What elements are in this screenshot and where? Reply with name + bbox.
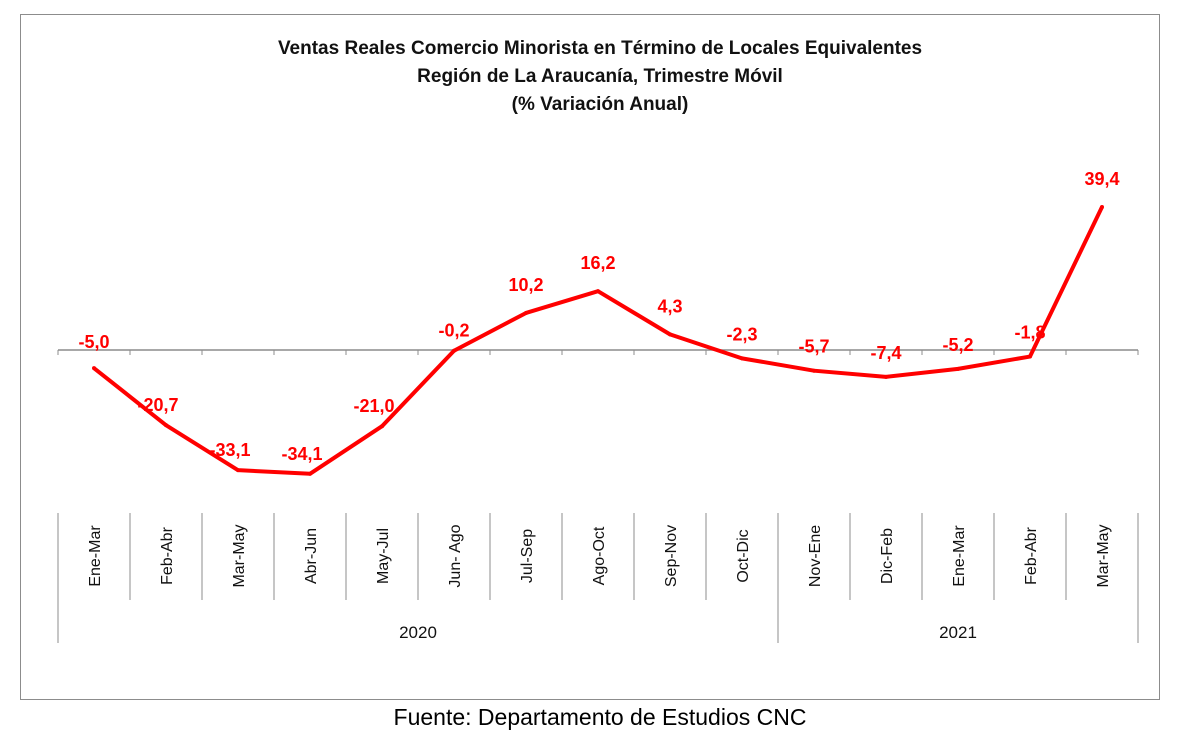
category-label: May-Jul (375, 528, 392, 584)
category-label: Mar-May (231, 524, 248, 587)
data-point (812, 368, 816, 373)
data-label: 10,2 (508, 275, 543, 295)
data-point (92, 366, 96, 371)
category-label: Sep-Nov (663, 525, 680, 587)
data-label: -33,1 (209, 440, 250, 460)
source-note: Fuente: Departamento de Estudios CNC (393, 704, 807, 730)
chart-title-line-2: Región de La Araucanía, Trimestre Móvil (417, 66, 783, 87)
data-point (668, 332, 672, 337)
group-label: 2021 (939, 623, 977, 642)
data-label: -0,2 (438, 321, 469, 341)
data-label: -5,2 (942, 335, 973, 355)
chart-title-line-1: Ventas Reales Comercio Minorista en Térm… (277, 38, 923, 59)
category-label: Feb-Abr (159, 526, 176, 584)
data-label: -21,0 (353, 396, 394, 416)
data-point (308, 471, 312, 476)
category-label: Ago-Oct (591, 526, 608, 585)
data-point (956, 366, 960, 371)
data-point (596, 289, 600, 294)
category-label: Dic-Feb (879, 528, 896, 584)
chart-frame (20, 14, 1160, 700)
data-point (1028, 354, 1032, 359)
data-label: -1,8 (1014, 323, 1045, 343)
category-label: Feb-Abr (1023, 526, 1040, 584)
data-label: -5,7 (798, 337, 829, 357)
category-label: Mar-May (1095, 524, 1112, 587)
data-label: -7,4 (870, 343, 901, 363)
group-label: 2020 (399, 623, 437, 642)
data-point (164, 423, 168, 428)
data-point (236, 468, 240, 473)
category-label: Nov-Ene (807, 525, 824, 587)
category-label: Jun- Ago (447, 524, 464, 587)
data-point (380, 424, 384, 429)
data-point (884, 374, 888, 379)
category-label: Jul-Sep (519, 529, 536, 583)
data-point (524, 310, 528, 315)
chart-title-line-3: (% Variación Anual) (511, 94, 689, 115)
category-label: Ene-Mar (951, 525, 968, 587)
data-label: -20,7 (137, 395, 178, 415)
data-label: -2,3 (726, 324, 757, 344)
data-label: -34,1 (281, 444, 322, 464)
category-label: Oct-Dic (735, 529, 752, 582)
data-point (1100, 204, 1104, 209)
category-label: Abr-Jun (303, 528, 320, 584)
data-label: 16,2 (580, 253, 615, 273)
data-label: 39,4 (1084, 169, 1119, 189)
category-label: Ene-Mar (87, 525, 104, 587)
data-label: -5,0 (78, 332, 109, 352)
data-point (452, 348, 456, 353)
data-point (740, 356, 744, 361)
data-label: 4,3 (657, 296, 682, 316)
